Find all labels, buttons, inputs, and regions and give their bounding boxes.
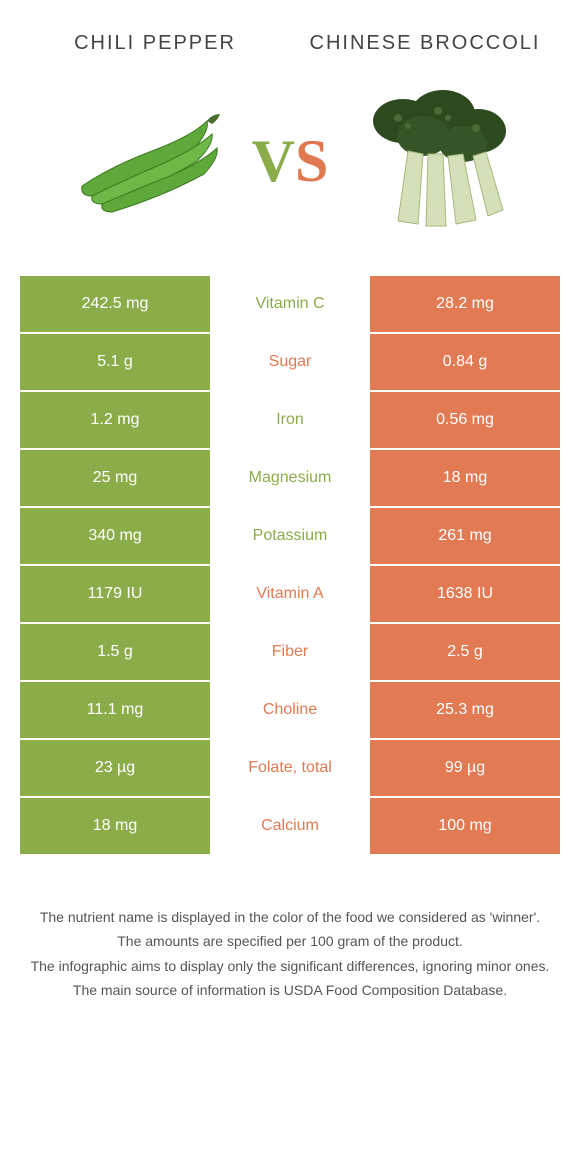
- footer-line: The main source of information is USDA F…: [30, 979, 550, 1001]
- footer-notes: The nutrient name is displayed in the co…: [0, 856, 580, 1024]
- nutrient-name: Iron: [210, 392, 370, 448]
- nutrient-name: Magnesium: [210, 450, 370, 506]
- right-food-title: Chinese broccoli: [290, 30, 560, 56]
- left-value: 1179 IU: [20, 566, 210, 622]
- table-row: 1.5 gFiber2.5 g: [20, 624, 560, 682]
- right-value: 25.3 mg: [370, 682, 560, 738]
- footer-line: The infographic aims to display only the…: [30, 955, 550, 977]
- left-value: 1.5 g: [20, 624, 210, 680]
- nutrient-name: Folate, total: [210, 740, 370, 796]
- right-value: 100 mg: [370, 798, 560, 854]
- left-value: 23 µg: [20, 740, 210, 796]
- right-value: 28.2 mg: [370, 276, 560, 332]
- right-value: 0.84 g: [370, 334, 560, 390]
- left-value: 5.1 g: [20, 334, 210, 390]
- left-value: 18 mg: [20, 798, 210, 854]
- table-row: 1179 IUVitamin A1638 IU: [20, 566, 560, 624]
- right-value: 18 mg: [370, 450, 560, 506]
- table-row: 23 µgFolate, total99 µg: [20, 740, 560, 798]
- vs-v: V: [252, 128, 295, 194]
- header: Chili pepper Chinese broccoli: [0, 0, 580, 66]
- nutrient-name: Vitamin C: [210, 276, 370, 332]
- table-row: 11.1 mgCholine25.3 mg: [20, 682, 560, 740]
- left-value: 242.5 mg: [20, 276, 210, 332]
- right-value: 261 mg: [370, 508, 560, 564]
- table-row: 242.5 mgVitamin C28.2 mg: [20, 276, 560, 334]
- nutrient-name: Potassium: [210, 508, 370, 564]
- left-food-title: Chili pepper: [20, 30, 290, 56]
- nutrient-name: Calcium: [210, 798, 370, 854]
- table-row: 18 mgCalcium100 mg: [20, 798, 560, 856]
- right-value: 1638 IU: [370, 566, 560, 622]
- right-value: 0.56 mg: [370, 392, 560, 448]
- broccoli-icon: [348, 76, 518, 246]
- left-value: 25 mg: [20, 450, 210, 506]
- nutrient-name: Choline: [210, 682, 370, 738]
- left-value: 1.2 mg: [20, 392, 210, 448]
- chili-pepper-icon: [62, 76, 232, 246]
- images-row: VS: [0, 66, 580, 276]
- nutrient-name: Vitamin A: [210, 566, 370, 622]
- left-value: 340 mg: [20, 508, 210, 564]
- vs-label: VS: [252, 127, 329, 196]
- vs-s: S: [295, 128, 328, 194]
- table-row: 25 mgMagnesium18 mg: [20, 450, 560, 508]
- nutrient-name: Fiber: [210, 624, 370, 680]
- right-value: 2.5 g: [370, 624, 560, 680]
- table-row: 1.2 mgIron0.56 mg: [20, 392, 560, 450]
- footer-line: The amounts are specified per 100 gram o…: [30, 930, 550, 952]
- right-value: 99 µg: [370, 740, 560, 796]
- table-row: 5.1 gSugar0.84 g: [20, 334, 560, 392]
- footer-line: The nutrient name is displayed in the co…: [30, 906, 550, 928]
- table-row: 340 mgPotassium261 mg: [20, 508, 560, 566]
- nutrient-table: 242.5 mgVitamin C28.2 mg5.1 gSugar0.84 g…: [20, 276, 560, 856]
- nutrient-name: Sugar: [210, 334, 370, 390]
- left-value: 11.1 mg: [20, 682, 210, 738]
